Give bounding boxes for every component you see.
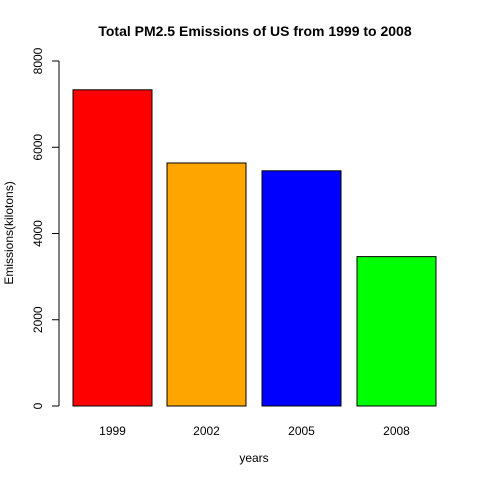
bar-2002 <box>166 162 247 407</box>
x-tick-label-2002: 2002 <box>193 424 220 438</box>
x-tick-label-1999: 1999 <box>99 424 126 438</box>
bar-2005 <box>261 170 342 407</box>
x-tick-label-2005: 2005 <box>288 424 315 438</box>
bar-2008 <box>356 256 437 407</box>
y-tick-label-8000: 8000 <box>31 47 45 74</box>
y-axis: 0 2000 4000 6000 8000 <box>31 47 60 409</box>
x-axis-label: years <box>239 451 268 465</box>
y-tick-label-0: 0 <box>31 402 45 409</box>
x-tick-label-2008: 2008 <box>383 424 410 438</box>
y-axis-label: Emissions(kilotons) <box>2 181 16 284</box>
chart-title: Total PM2.5 Emissions of US from 1999 to… <box>98 23 411 39</box>
y-tick-label-6000: 6000 <box>31 134 45 161</box>
x-axis-labels: 1999 2002 2005 2008 <box>99 424 410 438</box>
bars-group <box>72 89 437 407</box>
y-tick-label-2000: 2000 <box>31 306 45 333</box>
bar-1999 <box>72 89 153 407</box>
y-tick-label-4000: 4000 <box>31 220 45 247</box>
